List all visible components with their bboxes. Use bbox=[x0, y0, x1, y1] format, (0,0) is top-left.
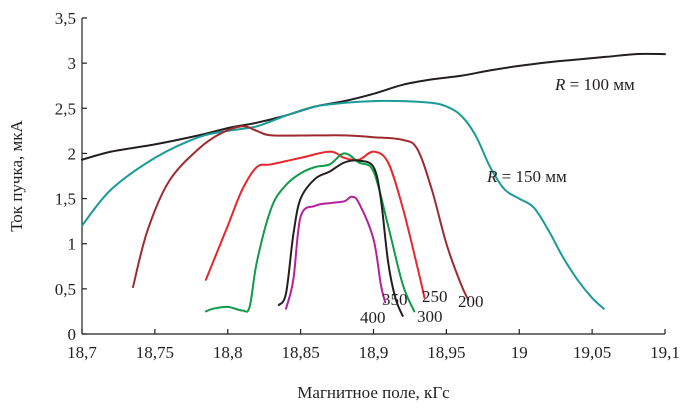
y-tick-label: 3 bbox=[68, 54, 77, 73]
y-tick-label: 0 bbox=[68, 325, 77, 344]
y-tick-label: 2 bbox=[68, 144, 77, 163]
y-tick-label: 0,5 bbox=[55, 280, 76, 299]
x-tick-label: 19,05 bbox=[573, 343, 611, 362]
series-label-5: 350 bbox=[382, 290, 408, 309]
series-line-6 bbox=[285, 195, 387, 310]
series-label-1: R = 150 мм bbox=[486, 167, 567, 186]
series-label-6: 400 bbox=[360, 308, 386, 327]
series-label-3: 250 bbox=[422, 287, 448, 306]
series-label-0: R = 100 мм bbox=[554, 75, 635, 94]
curves bbox=[81, 52, 666, 317]
y-tick-label: 1 bbox=[68, 235, 77, 254]
x-ticks: 18,7 18,75 18,8 18,85 18,9 18,95 19 19,05 19,1 bbox=[67, 329, 680, 362]
series-line-1 bbox=[81, 99, 605, 310]
y-tick-label: 3,5 bbox=[55, 9, 76, 28]
x-tick-label: 19 bbox=[511, 343, 528, 362]
y-axis-title: Ток пучка, мкА bbox=[7, 119, 26, 231]
y-tick-label: 1,5 bbox=[55, 190, 76, 209]
x-axis-title: Магнитное поле, кГс bbox=[297, 383, 450, 402]
series-line-4 bbox=[204, 152, 416, 313]
y-tick-label: 2,5 bbox=[55, 99, 76, 118]
y-ticks: 0 0,5 1 1,5 2 2,5 3 3,5 bbox=[55, 9, 87, 344]
x-tick-label: 18,8 bbox=[213, 343, 243, 362]
series-line-5 bbox=[277, 159, 404, 317]
series-label-2: 200 bbox=[458, 292, 484, 311]
series-line-0 bbox=[81, 52, 666, 161]
x-tick-label: 18,85 bbox=[282, 343, 320, 362]
x-tick-label: 18,75 bbox=[136, 343, 174, 362]
series-label-4: 300 bbox=[417, 307, 443, 326]
x-tick-label: 18,95 bbox=[427, 343, 465, 362]
x-tick-label: 18,7 bbox=[67, 343, 97, 362]
x-tick-label: 19,1 bbox=[650, 343, 680, 362]
series-line-2 bbox=[132, 125, 470, 301]
x-tick-label: 18,9 bbox=[359, 343, 389, 362]
axes bbox=[81, 18, 665, 335]
series-line-3 bbox=[204, 150, 426, 299]
